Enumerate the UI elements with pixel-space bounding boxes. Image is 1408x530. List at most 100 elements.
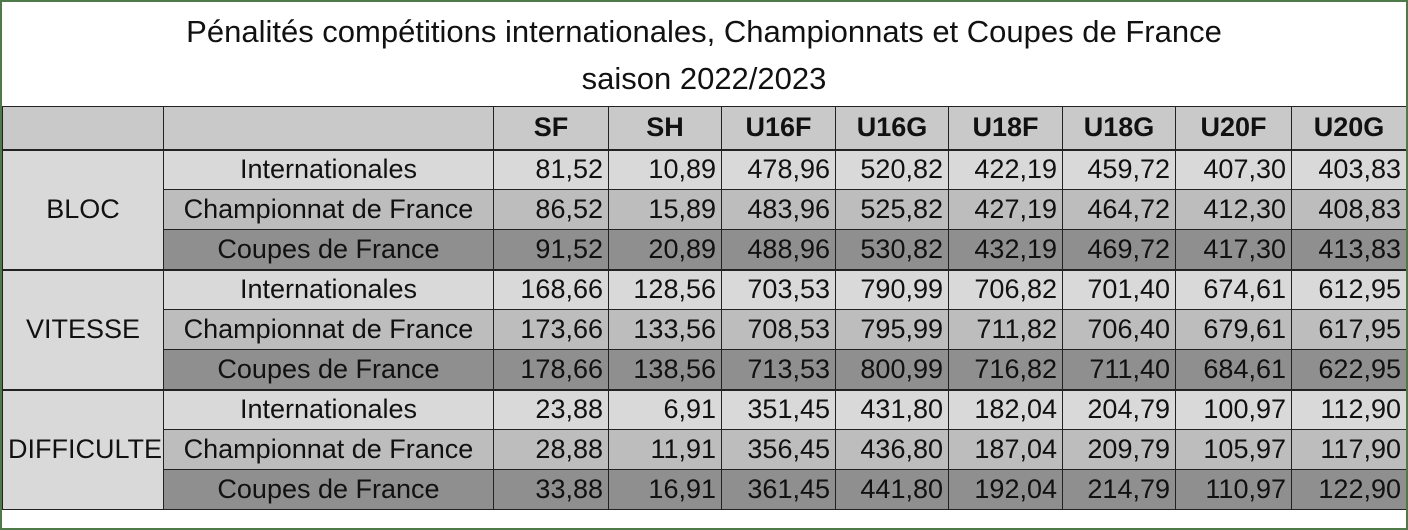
penalty-value-cell: 530,82 bbox=[835, 229, 949, 270]
penalty-value-cell: 716,82 bbox=[948, 349, 1063, 390]
penalty-value-cell: 478,96 bbox=[721, 149, 836, 190]
penalty-value-cell: 431,80 bbox=[835, 389, 949, 430]
penalty-value-cell: 459,72 bbox=[1062, 149, 1176, 190]
table-body: BLOC Internationales 81,52 10,89 478,96 520,8… bbox=[2, 149, 1406, 510]
penalty-value-cell: 178,66 bbox=[493, 349, 609, 390]
competition-label: Internationales bbox=[163, 269, 494, 310]
penalty-value-cell: 187,04 bbox=[948, 429, 1063, 470]
penalty-value-cell: 417,30 bbox=[1175, 229, 1292, 270]
penalty-value-cell: 701,40 bbox=[1062, 269, 1176, 310]
penalty-value-cell: 469,72 bbox=[1062, 229, 1176, 270]
column-header: SF bbox=[493, 106, 609, 150]
penalty-value-cell: 706,40 bbox=[1062, 309, 1176, 350]
penalty-value-cell: 422,19 bbox=[948, 149, 1063, 190]
penalty-value-cell: 15,89 bbox=[608, 189, 722, 230]
penalty-value-cell: 703,53 bbox=[721, 269, 836, 310]
penalty-value-cell: 33,88 bbox=[493, 469, 609, 510]
penalty-value-cell: 706,82 bbox=[948, 269, 1063, 310]
penalty-value-cell: 182,04 bbox=[948, 389, 1063, 430]
header-corner-discipline bbox=[2, 106, 164, 150]
penalty-value-cell: 20,89 bbox=[608, 229, 722, 270]
penalty-value-cell: 525,82 bbox=[835, 189, 949, 230]
penalty-value-cell: 800,99 bbox=[835, 349, 949, 390]
penalty-value-cell: 407,30 bbox=[1175, 149, 1292, 190]
column-header: SH bbox=[608, 106, 722, 150]
penalty-value-cell: 138,56 bbox=[608, 349, 722, 390]
table-row: DIFFICULTE Internationales 23,88 6,91 351,45… bbox=[2, 389, 1406, 510]
penalty-value-cell: 110,97 bbox=[1175, 469, 1292, 510]
penalty-value-cell: 214,79 bbox=[1062, 469, 1176, 510]
penalty-value-cell: 361,45 bbox=[721, 469, 836, 510]
column-header: U18G bbox=[1062, 106, 1176, 150]
competition-label: Coupes de France bbox=[163, 469, 494, 510]
penalty-value-cell: 713,53 bbox=[721, 349, 836, 390]
column-header: U16F bbox=[721, 106, 836, 150]
discipline-label: BLOC bbox=[2, 149, 164, 270]
table-row: BLOC Internationales 81,52 10,89 478,96 520,8… bbox=[2, 149, 1406, 270]
penalty-value-cell: 674,61 bbox=[1175, 269, 1292, 310]
table-row: Coupes de France 91,52 20,89 488,96 530,82 43… bbox=[3, 229, 1406, 270]
penalty-value-cell: 91,52 bbox=[493, 229, 609, 270]
penalty-value-cell: 432,19 bbox=[948, 229, 1063, 270]
column-header: U20G bbox=[1291, 106, 1406, 150]
column-header: U18F bbox=[948, 106, 1063, 150]
penalty-value-cell: 133,56 bbox=[608, 309, 722, 350]
title-line-2: saison 2022/2023 bbox=[581, 61, 827, 96]
penalty-value-cell: 441,80 bbox=[835, 469, 949, 510]
discipline-label: DIFFICULTE bbox=[2, 389, 164, 510]
penalty-value-cell: 10,89 bbox=[608, 149, 722, 190]
penalty-value-cell: 105,97 bbox=[1175, 429, 1292, 470]
penalty-value-cell: 28,88 bbox=[493, 429, 609, 470]
table-row: Championnat de France 28,88 11,91 356,45 436… bbox=[3, 429, 1406, 470]
competition-label: Internationales bbox=[163, 389, 494, 430]
penalty-value-cell: 23,88 bbox=[493, 389, 609, 430]
penalty-value-cell: 356,45 bbox=[721, 429, 836, 470]
table-row: Championnat de France 173,66 133,56 708,53 7… bbox=[3, 309, 1406, 350]
penalty-value-cell: 117,90 bbox=[1291, 429, 1406, 470]
table-row: Championnat de France 86,52 15,89 483,96 525… bbox=[3, 189, 1406, 230]
penalty-value-cell: 413,83 bbox=[1291, 229, 1406, 270]
penalty-value-cell: 173,66 bbox=[493, 309, 609, 350]
competition-label: Internationales bbox=[163, 149, 494, 190]
penalty-value-cell: 790,99 bbox=[835, 269, 949, 310]
sheet-title: Pénalités compétitions internationales, … bbox=[2, 2, 1406, 104]
table-row: VITESSE Internationales 168,66 128,56 703,53… bbox=[2, 269, 1406, 390]
penalty-value-cell: 408,83 bbox=[1291, 189, 1406, 230]
penalties-table: SF SH U16F U16G U18F U18G U20F U20G BLOC… bbox=[2, 106, 1406, 510]
title-line-1: Pénalités compétitions internationales, … bbox=[186, 14, 1222, 49]
penalty-value-cell: 168,66 bbox=[493, 269, 609, 310]
penalty-value-cell: 684,61 bbox=[1175, 349, 1292, 390]
penalty-value-cell: 192,04 bbox=[948, 469, 1063, 510]
penalty-value-cell: 403,83 bbox=[1291, 149, 1406, 190]
penalty-value-cell: 612,95 bbox=[1291, 269, 1406, 310]
table-row: Coupes de France 178,66 138,56 713,53 800,99… bbox=[3, 349, 1406, 390]
competition-label: Championnat de France bbox=[163, 309, 494, 350]
penalty-value-cell: 100,97 bbox=[1175, 389, 1292, 430]
penalty-value-cell: 412,30 bbox=[1175, 189, 1292, 230]
competition-label: Championnat de France bbox=[163, 429, 494, 470]
penalty-value-cell: 711,40 bbox=[1062, 349, 1176, 390]
penalty-value-cell: 122,90 bbox=[1291, 469, 1406, 510]
penalty-value-cell: 464,72 bbox=[1062, 189, 1176, 230]
table-row: Coupes de France 33,88 16,91 361,45 441,80 19… bbox=[3, 469, 1406, 510]
penalty-value-cell: 617,95 bbox=[1291, 309, 1406, 350]
penalty-value-cell: 209,79 bbox=[1062, 429, 1176, 470]
penalty-value-cell: 483,96 bbox=[721, 189, 836, 230]
penalty-value-cell: 16,91 bbox=[608, 469, 722, 510]
penalty-value-cell: 351,45 bbox=[721, 389, 836, 430]
column-header: U20F bbox=[1175, 106, 1292, 150]
penalty-value-cell: 795,99 bbox=[835, 309, 949, 350]
penalty-value-cell: 679,61 bbox=[1175, 309, 1292, 350]
competition-label: Coupes de France bbox=[163, 349, 494, 390]
penalty-value-cell: 6,91 bbox=[608, 389, 722, 430]
penalty-value-cell: 711,82 bbox=[948, 309, 1063, 350]
penalty-value-cell: 427,19 bbox=[948, 189, 1063, 230]
penalty-value-cell: 436,80 bbox=[835, 429, 949, 470]
discipline-label: VITESSE bbox=[2, 269, 164, 390]
penalty-value-cell: 204,79 bbox=[1062, 389, 1176, 430]
penalty-value-cell: 708,53 bbox=[721, 309, 836, 350]
header-row: SF SH U16F U16G U18F U18G U20F U20G bbox=[2, 106, 1406, 150]
penalty-value-cell: 112,90 bbox=[1291, 389, 1406, 430]
penalty-value-cell: 520,82 bbox=[835, 149, 949, 190]
